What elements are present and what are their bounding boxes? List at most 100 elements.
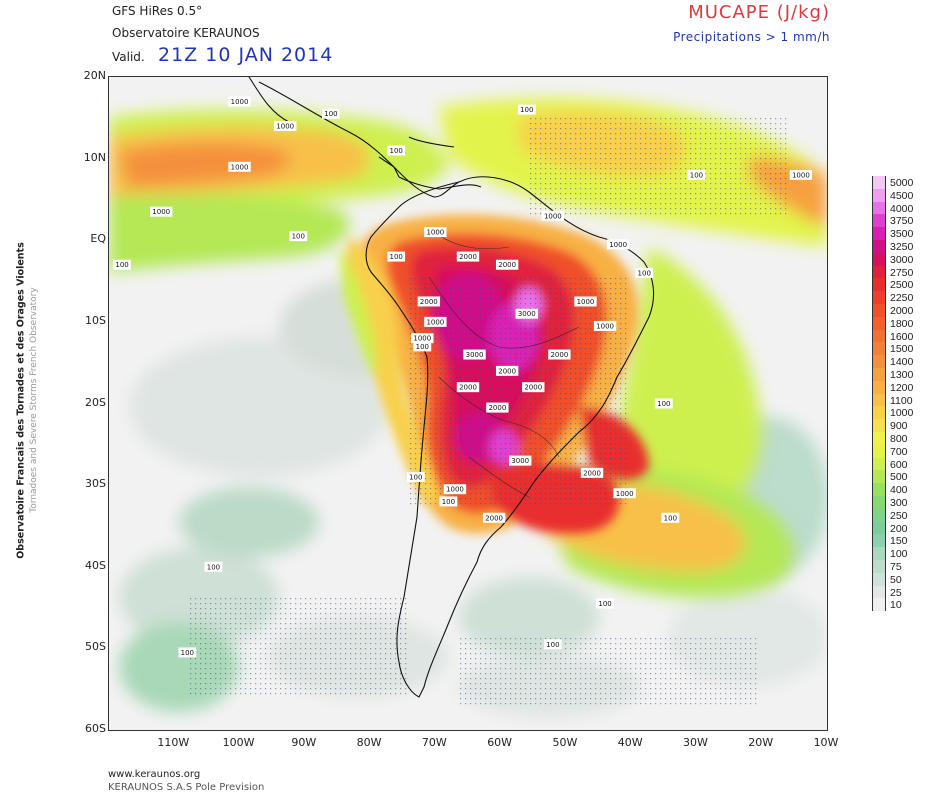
legend-label: 4500: [890, 189, 914, 202]
legend-swatch: [872, 508, 886, 522]
contour-label: 100: [289, 231, 308, 242]
legend-swatch: [872, 252, 886, 266]
contour-label: 2000: [417, 296, 441, 307]
legend-swatch: [872, 368, 886, 381]
legend-label: 1300: [890, 369, 914, 381]
legend-label: 4000: [890, 202, 914, 215]
contour-label: 100: [406, 471, 425, 482]
contour-label: 1000: [424, 227, 447, 238]
lon-label: 100W: [222, 736, 255, 749]
contour-label: 3000: [509, 455, 532, 466]
contour-label: 2000: [580, 467, 604, 478]
legend-label: 200: [890, 522, 908, 535]
legend-label: 3500: [890, 228, 914, 241]
contour-label: 1000: [443, 484, 467, 495]
lon-label: 40W: [617, 736, 643, 749]
svg-text:2000: 2000: [498, 367, 516, 375]
contour-label: 1000: [789, 169, 813, 180]
contour-label: 1000: [541, 210, 565, 221]
legend-swatch: [872, 188, 886, 202]
lon-label: 30W: [683, 736, 708, 749]
legend-label: 100: [890, 548, 908, 561]
contour-label: 100: [413, 341, 432, 352]
contour-label: 2000: [548, 349, 571, 360]
side-title-en: Tornadoes and Severe Storms French Obser…: [29, 287, 39, 513]
svg-text:1000: 1000: [544, 212, 562, 220]
legend-label: 2750: [890, 266, 914, 279]
legend-label: 75: [890, 561, 902, 573]
contour-label: 1000: [274, 120, 297, 131]
contour-label: 1000: [228, 161, 251, 172]
lon-label: 90W: [291, 736, 317, 749]
svg-text:1000: 1000: [413, 335, 431, 343]
svg-text:100: 100: [292, 233, 305, 241]
legend-label: 1500: [890, 343, 914, 356]
legend-swatch: [872, 444, 886, 458]
legend-label: 500: [890, 471, 908, 484]
contour-label: 1000: [606, 239, 630, 250]
lon-label: 110W: [157, 736, 190, 749]
legend-swatch: [872, 355, 886, 368]
contour-label: 100: [635, 267, 654, 278]
svg-text:100: 100: [657, 400, 670, 408]
legend-label: 400: [890, 484, 908, 497]
observatory-name: Observatoire KERAUNOS: [112, 26, 260, 40]
contour-label: 100: [387, 251, 406, 262]
svg-text:100: 100: [442, 498, 455, 506]
lon-label: 70W: [421, 736, 447, 749]
borders: [428, 226, 580, 498]
lat-label: 30S: [85, 477, 106, 491]
legend-swatch: [872, 380, 886, 394]
contour-label: 100: [113, 259, 131, 270]
legend-swatch: [872, 521, 886, 535]
legend-swatch: [872, 432, 886, 445]
svg-text:100: 100: [664, 514, 677, 522]
contour-label: 2000: [495, 259, 519, 270]
svg-text:1000: 1000: [152, 208, 170, 216]
legend-swatch: [872, 304, 886, 317]
map-frame[interactable]: 1000 1000 100 100 1000 1000 100 100 1000 1000 2000…: [108, 76, 828, 731]
legend-swatch: [872, 227, 886, 240]
contour-label: 2000: [522, 382, 545, 393]
legend-label: 2250: [890, 292, 914, 305]
legend-swatch: [872, 419, 886, 432]
legend-label: 5000: [890, 177, 914, 189]
legend-label: 250: [890, 509, 908, 522]
lon-label: 10W: [813, 736, 839, 749]
legend-swatch: [872, 406, 886, 420]
contour-label: 1000: [228, 96, 251, 107]
svg-text:100: 100: [181, 649, 194, 657]
contour-label: 1000: [150, 206, 173, 217]
svg-text:2000: 2000: [498, 261, 516, 269]
contour-label: 100: [178, 647, 197, 658]
svg-text:1000: 1000: [446, 486, 464, 494]
svg-text:1000: 1000: [426, 318, 444, 326]
lon-label: 50W: [552, 736, 578, 749]
legend-label: 1600: [890, 330, 914, 343]
svg-text:2000: 2000: [420, 298, 438, 306]
footer-company: KERAUNOS S.A.S Pole Prevision: [108, 782, 265, 793]
svg-text:2000: 2000: [488, 404, 506, 412]
contour-label: 1000: [424, 316, 447, 327]
lat-label: 20S: [85, 395, 106, 409]
legend-label: 2000: [890, 305, 914, 317]
lat-label: EQ: [90, 232, 106, 246]
legend-label: 3750: [890, 215, 914, 228]
svg-text:3000: 3000: [518, 310, 536, 318]
lat-label: 40S: [85, 558, 106, 572]
mucape-map: 1000100010010010001000100100100010002000…: [109, 77, 827, 730]
svg-text:3000: 3000: [466, 351, 484, 359]
svg-text:100: 100: [390, 147, 403, 155]
svg-text:2000: 2000: [524, 384, 542, 392]
legend-swatch: [872, 483, 886, 496]
legend-swatch: [872, 470, 886, 484]
contour-label: 1000: [613, 488, 636, 499]
contour-label: 100: [661, 512, 680, 523]
svg-text:100: 100: [390, 253, 403, 261]
legend-swatch: [872, 278, 886, 292]
contour-label: 1000: [411, 333, 434, 344]
svg-text:1000: 1000: [577, 298, 595, 306]
coastlines: [248, 77, 655, 698]
contour-label: 3000: [463, 349, 486, 360]
footer-url[interactable]: www.keraunos.org: [108, 769, 201, 780]
